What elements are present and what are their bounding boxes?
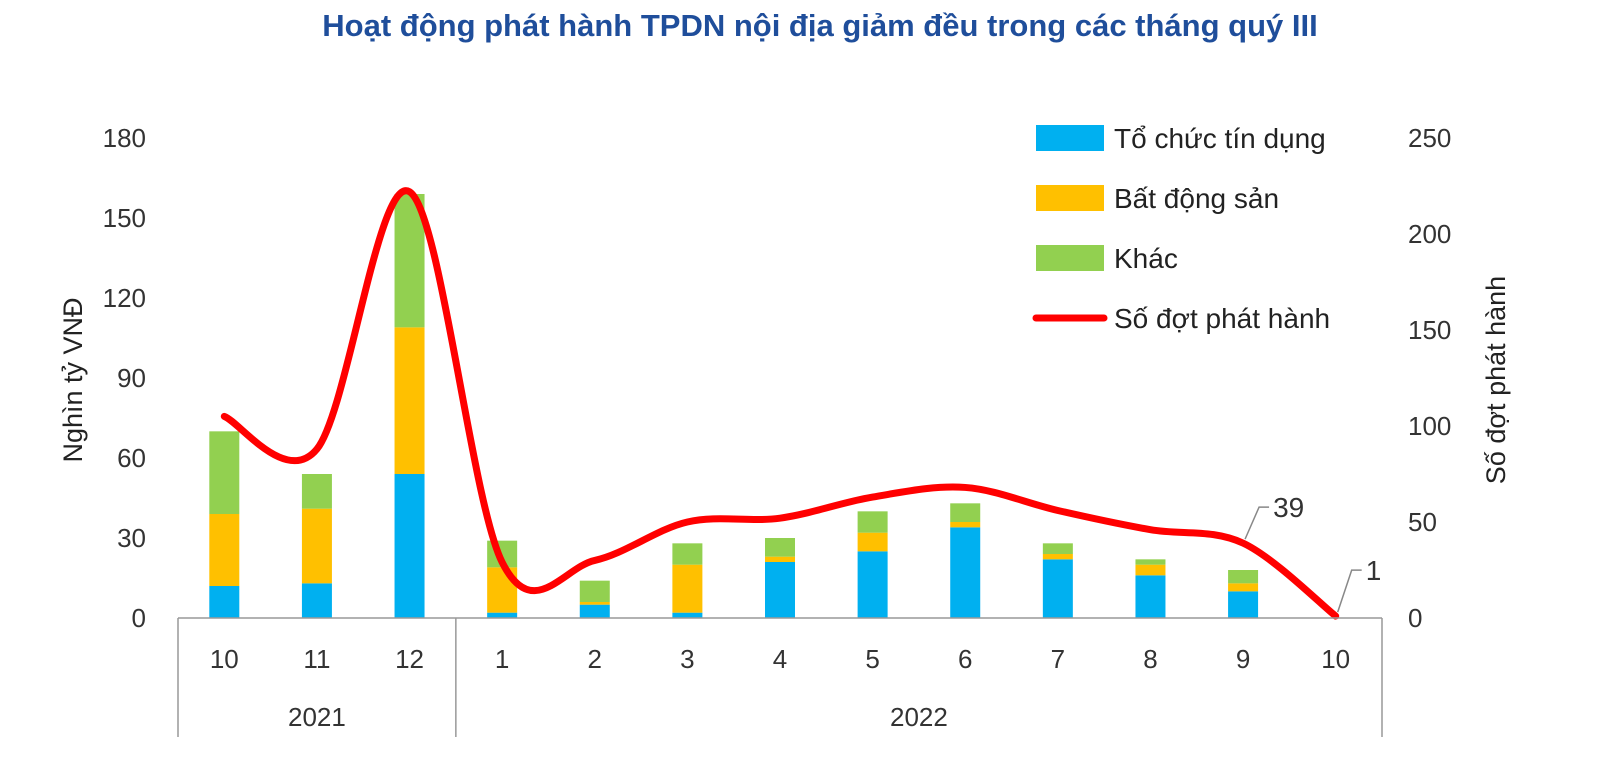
bar-segment <box>301 508 332 584</box>
bar-segment <box>1042 554 1073 560</box>
bar-segment <box>1135 559 1166 565</box>
x-tick-label: 10 <box>1321 644 1350 674</box>
bar-segment <box>579 580 610 602</box>
y-axis-title: Nghìn tỷ VNĐ <box>58 297 88 462</box>
bar-segment <box>765 562 795 618</box>
bar-segment <box>857 551 888 618</box>
y2-tick-label: 250 <box>1408 123 1451 153</box>
bar-segment <box>579 604 610 618</box>
bar-segment <box>1135 564 1166 576</box>
legend-label: Số đợt phát hành <box>1114 303 1330 334</box>
y2-tick-label: 100 <box>1408 411 1451 441</box>
bar-segment <box>857 511 888 533</box>
y-tick-label: 0 <box>132 603 146 633</box>
x-tick-label: 5 <box>865 644 879 674</box>
y-tick-label: 150 <box>103 203 146 233</box>
bar-segment <box>579 602 610 605</box>
bar-segment <box>765 556 795 562</box>
legend: Tổ chức tín dụng Bất động sản Khác Số đợt p… <box>1032 123 1330 334</box>
bar-segment <box>950 522 981 528</box>
y-tick-label: 90 <box>117 363 146 393</box>
series-line <box>220 187 1340 620</box>
legend-swatch <box>1036 185 1104 211</box>
data-label: 39 <box>1273 492 1304 523</box>
data-label: 1 <box>1366 555 1382 586</box>
y2-tick-label: 0 <box>1408 603 1422 633</box>
bar-segment <box>301 474 332 509</box>
bar-segment <box>1228 570 1259 584</box>
bar-segment <box>394 327 425 474</box>
bar-segment <box>487 612 518 618</box>
y-axis-ticks: 0 30 60 90 120 150 180 <box>103 123 146 633</box>
x-tick-label: 4 <box>773 644 787 674</box>
bar-segment <box>1042 559 1073 618</box>
x-group-label: 2021 <box>288 702 346 732</box>
bar-segment <box>950 503 981 522</box>
bar-segment <box>765 538 795 557</box>
legend-swatch <box>1036 125 1104 151</box>
legend-swatch <box>1036 245 1104 271</box>
x-tick-label: 7 <box>1051 644 1065 674</box>
bar-segment <box>209 586 240 618</box>
x-tick-label: 11 <box>303 644 330 674</box>
legend-label: Khác <box>1114 243 1178 274</box>
bar-segment <box>672 543 703 565</box>
y2-axis-ticks: 0 50 100 150 200 250 <box>1408 123 1451 633</box>
bars <box>209 194 1259 618</box>
x-tick-label: 2 <box>588 644 602 674</box>
bar-segment <box>209 431 240 514</box>
y2-tick-label: 150 <box>1408 315 1451 345</box>
bar-segment <box>1042 543 1073 554</box>
bar-segment <box>1135 575 1166 618</box>
y-tick-label: 120 <box>103 283 146 313</box>
bar-segment <box>950 527 981 618</box>
bar-segment <box>672 612 703 618</box>
annotation-leader <box>1336 569 1362 613</box>
x-tick-label: 3 <box>680 644 694 674</box>
x-tick-label: 10 <box>210 644 239 674</box>
legend-label: Bất động sản <box>1114 183 1279 214</box>
bar-segment <box>1228 583 1259 592</box>
x-tick-label: 8 <box>1143 644 1157 674</box>
y2-axis-title: Số đợt phát hành <box>1481 276 1511 484</box>
legend-label: Tổ chức tín dụng <box>1114 123 1326 154</box>
annotations: 39 1 <box>1244 492 1382 613</box>
y2-tick-label: 50 <box>1408 507 1437 537</box>
y-tick-label: 180 <box>103 123 146 153</box>
bar-segment <box>1228 591 1259 618</box>
x-group-label: 2022 <box>890 702 948 732</box>
bar-segment <box>857 532 888 552</box>
x-tick-label: 12 <box>395 644 424 674</box>
x-tick-label: 9 <box>1236 644 1250 674</box>
y2-tick-label: 200 <box>1408 219 1451 249</box>
bar-segment <box>301 583 332 618</box>
annotation-leader <box>1244 506 1270 540</box>
bar-segment <box>672 564 703 613</box>
bar-segment <box>209 514 240 586</box>
bar-segment <box>394 474 425 618</box>
y-tick-label: 30 <box>117 523 146 553</box>
x-tick-label: 6 <box>958 644 972 674</box>
y-tick-label: 60 <box>117 443 146 473</box>
x-tick-label: 1 <box>495 644 509 674</box>
chart-title: Hoạt động phát hành TPDN nội địa giảm đề… <box>322 8 1318 43</box>
